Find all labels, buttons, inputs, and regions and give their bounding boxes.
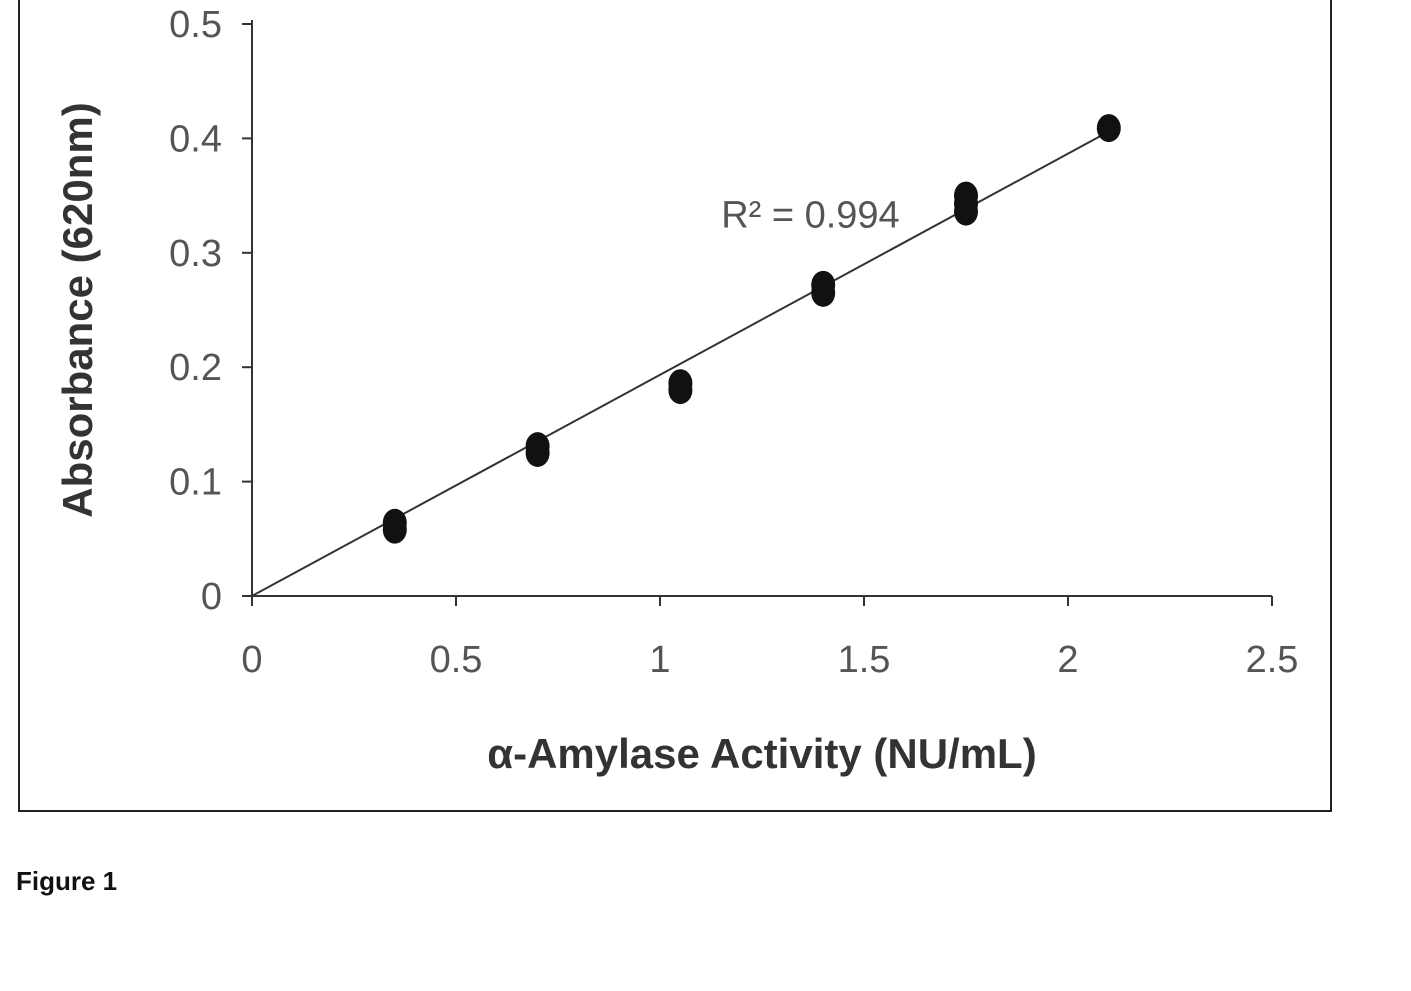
- data-point: [383, 516, 407, 544]
- x-tick-label: 0.5: [430, 639, 483, 681]
- r-squared-annotation: R² = 0.994: [721, 195, 900, 237]
- y-tick-label: 0.4: [169, 118, 222, 160]
- y-tick-label: 0: [201, 576, 222, 618]
- y-tick-label: 0.3: [169, 233, 222, 275]
- figure-caption: Figure 1: [16, 866, 117, 897]
- trendline-group: [252, 132, 1109, 596]
- x-tick-label: 1: [649, 639, 670, 681]
- x-tick-label: 0: [241, 639, 262, 681]
- data-point: [668, 376, 692, 404]
- y-tick-label: 0.5: [169, 4, 222, 46]
- y-tick-label: 0.1: [169, 462, 222, 504]
- data-point: [811, 279, 835, 307]
- trendline: [252, 132, 1109, 596]
- data-points: [383, 114, 1121, 544]
- x-axis-title: α-Amylase Activity (NU/mL): [487, 730, 1036, 777]
- data-point: [526, 439, 550, 467]
- data-point: [954, 198, 978, 226]
- y-tick-label: 0.2: [169, 347, 222, 389]
- x-tick-label: 1.5: [838, 639, 891, 681]
- y-axis-title: Absorbance (620nm): [54, 102, 101, 517]
- x-tick-label: 2.5: [1246, 639, 1299, 681]
- data-point: [1097, 114, 1121, 142]
- x-tick-label: 2: [1057, 639, 1078, 681]
